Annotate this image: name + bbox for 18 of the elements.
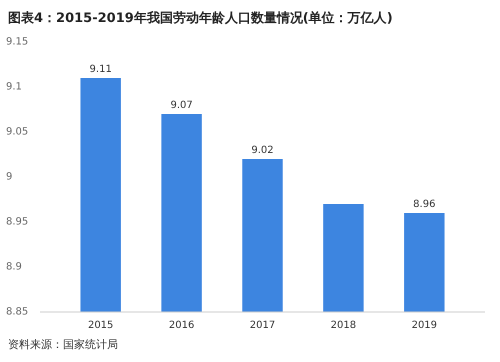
- data-label: 9.11: [90, 64, 112, 75]
- data-label: 8.96: [413, 199, 436, 210]
- y-tick-label: 9.15: [6, 36, 28, 48]
- y-tick-label: 8.95: [6, 216, 28, 228]
- x-tick-label: 2017: [250, 320, 276, 331]
- text: 资料来源：国家统计局: [8, 338, 118, 351]
- x-tick-label: 2018: [330, 320, 356, 331]
- x-tick-label: 2015: [88, 320, 114, 331]
- y-tick-label: 8.9: [6, 262, 22, 273]
- y-tick-label: 9.1: [6, 82, 22, 93]
- y-tick-label: 9.05: [6, 126, 28, 138]
- x-tick-label: 2016: [168, 320, 194, 331]
- y-tick-label: 8.85: [6, 306, 28, 318]
- chart-title: 图表4：2015-2019年我国劳动年龄人口数量情况(单位：万亿人): [8, 10, 393, 26]
- y-tick-label: 9: [6, 172, 12, 183]
- data-label: 9.07: [170, 100, 193, 111]
- data-label: 9.02: [251, 145, 274, 156]
- x-tick-label: 2019: [412, 320, 438, 331]
